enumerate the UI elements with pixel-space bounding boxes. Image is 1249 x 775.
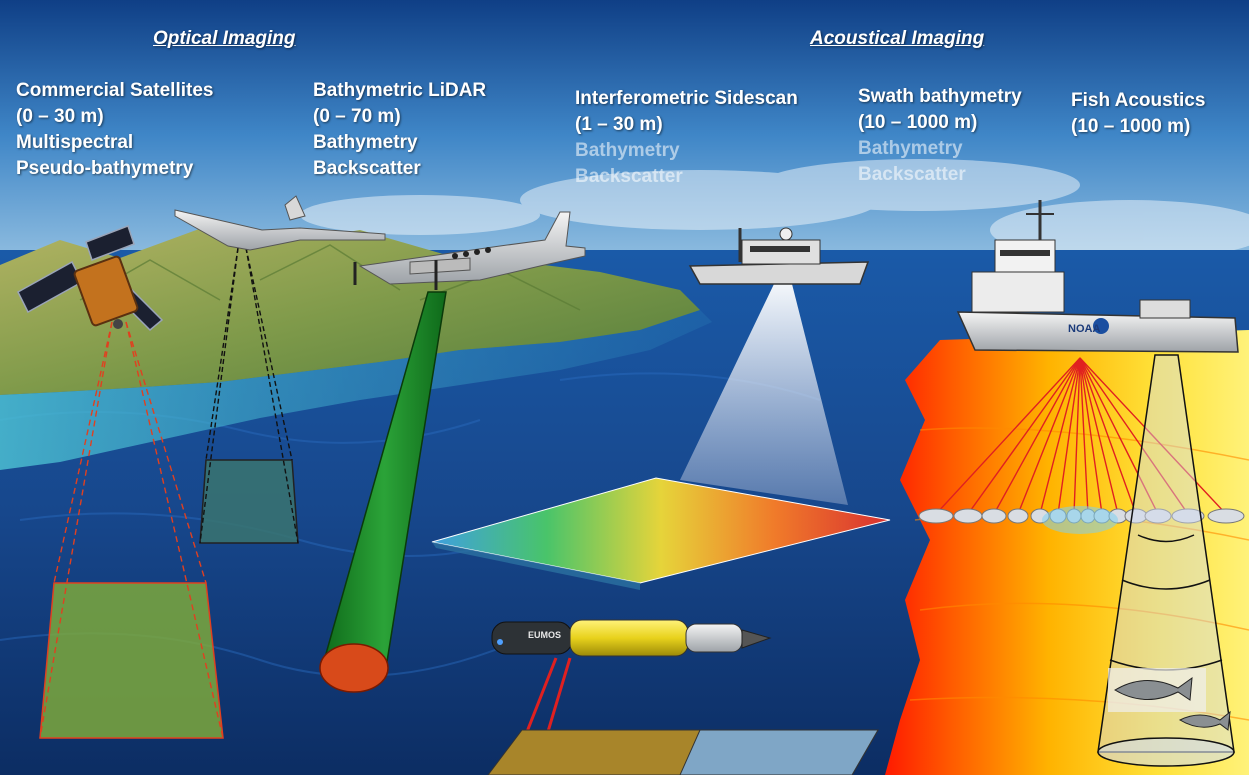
multibeam-beam	[1079, 357, 1159, 515]
satellite-icon	[17, 225, 164, 332]
lidar-airplane-icon	[353, 211, 586, 290]
satellites-label: Commercial Satellites (0 – 30 m) Multisp…	[16, 78, 213, 182]
sidescan-depth: (1 – 30 m)	[575, 114, 663, 135]
multibeam-beam	[1079, 357, 1089, 515]
satellite-footprint	[39, 582, 224, 739]
fish-icon	[1114, 676, 1231, 731]
lidar-footprint	[319, 643, 389, 693]
multibeam-footprint	[1144, 508, 1172, 524]
satellites-depth: (0 – 30 m)	[16, 106, 104, 127]
multibeam-beam	[1079, 357, 1119, 515]
satellites-product-1: Multispectral	[16, 132, 134, 153]
swath-product-1: Bathymetry	[858, 138, 963, 159]
clouds	[300, 159, 1249, 260]
drone-icon	[174, 195, 386, 251]
lidar-product-2: Backscatter	[313, 158, 421, 179]
sidescan-cone	[680, 284, 848, 505]
fish-acoustics-label: Fish Acoustics (10 – 1000 m)	[1071, 88, 1205, 140]
multibeam-beam	[1079, 357, 1103, 515]
satellites-product-2: Pseudo-bathymetry	[16, 158, 194, 179]
multibeam-beam	[1039, 357, 1081, 515]
multibeam-fan	[935, 357, 1227, 515]
ship-marking: NOAA	[1068, 323, 1100, 335]
fish-acoustics-title: Fish Acoustics	[1071, 90, 1206, 111]
multibeam-beam	[967, 357, 1081, 515]
satellite-beam	[39, 321, 224, 739]
sidescan-label: Interferometric Sidescan (1 – 30 m) Bath…	[575, 86, 798, 190]
swath-title: Swath bathymetry	[858, 86, 1022, 107]
acoustical-imaging-heading: Acoustical Imaging	[810, 28, 985, 49]
fish-acoustics-depth: (10 – 1000 m)	[1071, 116, 1191, 137]
lidar-depth: (0 – 70 m)	[313, 106, 401, 127]
swath-product-2: Backscatter	[858, 164, 966, 185]
multibeam-footprint	[953, 508, 983, 524]
multibeam-beam	[1079, 357, 1189, 515]
multibeam-beam	[1073, 357, 1081, 515]
multibeam-beam	[1017, 357, 1081, 515]
lidar-beam	[319, 291, 447, 693]
swath-label: Swath bathymetry (10 – 1000 m) Bathymetr…	[858, 84, 1022, 188]
sidescan-product-1: Bathymetry	[575, 140, 680, 161]
swath-depth: (10 – 1000 m)	[858, 112, 978, 133]
auv-icon	[491, 619, 772, 657]
multibeam-footprint	[1007, 508, 1029, 524]
multibeam-beam	[1079, 357, 1227, 515]
multibeam-footprint	[1207, 508, 1245, 524]
multibeam-beam	[1079, 357, 1137, 515]
noaa-ship-icon	[956, 200, 1239, 353]
multibeam-footprint	[918, 508, 954, 524]
multibeam-beam	[935, 357, 1081, 515]
sidescan-product-2: Backscatter	[575, 166, 683, 187]
reef-shallows	[0, 310, 712, 470]
auv-marking: EUMOS	[528, 630, 561, 640]
multibeam-footprint	[981, 508, 1007, 524]
multibeam-beam	[1057, 357, 1081, 515]
drone-footprint-group	[199, 247, 299, 544]
lidar-label: Bathymetric LiDAR (0 – 70 m) Bathymetry …	[313, 78, 486, 182]
auv-photo-image	[679, 729, 879, 775]
lidar-product-1: Bathymetry	[313, 132, 418, 153]
multibeam-beam	[993, 357, 1081, 515]
multibeam-footprint	[1171, 508, 1205, 524]
drone-footprint	[199, 459, 299, 544]
sidescan-title: Interferometric Sidescan	[575, 88, 798, 109]
lidar-title: Bathymetric LiDAR	[313, 80, 487, 101]
optical-imaging-heading: Optical Imaging	[153, 28, 296, 49]
satellites-title: Commercial Satellites	[16, 80, 214, 101]
sidescan-swath	[431, 477, 891, 584]
fish-acoustics-footprint	[1042, 506, 1118, 534]
sidescan-swath-shade	[432, 542, 640, 590]
sidescan-boat-icon	[688, 227, 870, 285]
multibeam-footprints	[918, 506, 1245, 534]
